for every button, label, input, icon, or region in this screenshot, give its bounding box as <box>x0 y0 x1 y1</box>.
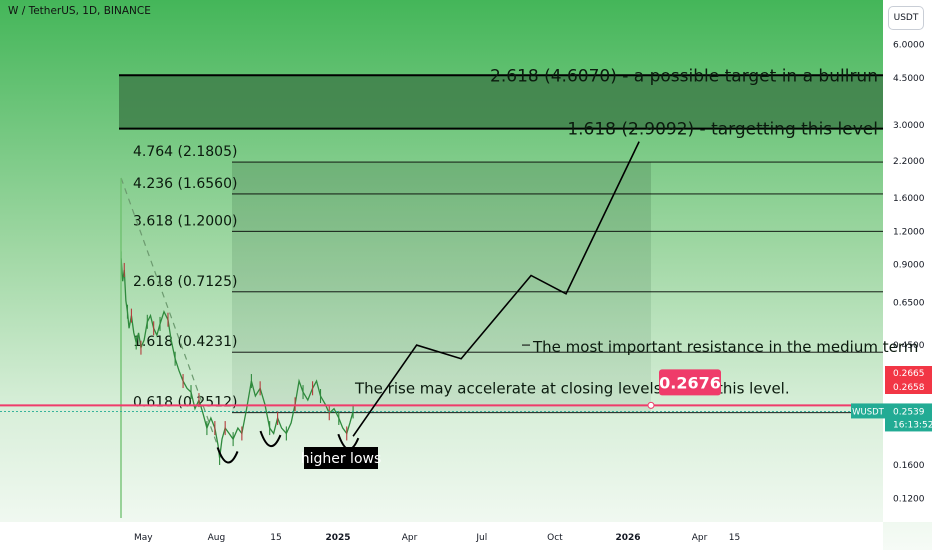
price-axis-tick: 1.2000 <box>893 227 925 237</box>
time-axis: May Aug 15 2025 Apr Jul Oct 2026 Apr 15 <box>134 533 740 543</box>
time-axis-tick: Oct <box>547 533 563 543</box>
fib-zones <box>232 162 651 413</box>
target-label: 2.618 (4.6070) - a possible target in a … <box>490 66 878 86</box>
fib-label: 1.618 (0.4231) <box>133 334 237 350</box>
resistance-value-label: 0.2676 <box>659 373 721 392</box>
target-zone-band <box>119 75 883 129</box>
price-axis-tick: 0.6500 <box>893 298 925 308</box>
higher-lows-label: higher lows <box>301 451 382 467</box>
fib-zone-band <box>232 352 651 413</box>
fib-zone-band <box>232 291 651 353</box>
time-axis-tick: Apr <box>402 533 418 543</box>
price-tags: 0.2665 0.2658 WUSDT 0.2539 16:13:52 <box>851 366 932 432</box>
fib-level-lines <box>119 74 883 414</box>
price-tag <box>885 366 932 380</box>
fib-zone-band <box>232 193 651 232</box>
higher-low-mark <box>216 447 239 464</box>
fib-level-labels: 0.618 (0.2512) 1.618 (0.4231) 2.618 (0.712… <box>133 64 882 411</box>
price-axis-tick: 1.6000 <box>893 194 925 204</box>
price-axis-tick: 3.0000 <box>893 121 925 131</box>
symbol-tag <box>851 403 885 419</box>
time-axis-tick: 2025 <box>325 533 350 543</box>
time-axis-tick: Jul <box>475 533 487 543</box>
time-axis-tick: 2026 <box>615 533 640 543</box>
higher-low-mark <box>259 430 282 448</box>
price-tag <box>885 380 932 394</box>
fib-label: 2.618 (0.7125) <box>133 274 237 290</box>
fib-zone-band <box>232 231 651 292</box>
annotations: The most important resistance in the med… <box>301 338 918 469</box>
target-label-bg <box>524 118 882 138</box>
fib-label: 4.236 (1.6560) <box>133 176 237 192</box>
time-axis-tick: Apr <box>692 533 708 543</box>
fib-label: 0.618 (0.2512) <box>133 395 237 411</box>
price-series <box>0 177 883 518</box>
higher-lows-box <box>304 447 378 469</box>
resistance-note: The most important resistance in the med… <box>532 338 918 356</box>
target-label-bg <box>442 64 882 84</box>
price-axis: 6.0000 4.5000 3.0000 2.2000 1.6000 1.2000 0.90… <box>893 41 925 505</box>
price-axis-tick: 6.0000 <box>893 41 925 51</box>
time-axis-tick: 15 <box>270 533 281 543</box>
fib-zone-band <box>232 162 651 194</box>
time-axis-tick: Aug <box>208 533 226 543</box>
target-zone <box>119 75 883 129</box>
time-axis-background[interactable] <box>0 522 883 550</box>
fib-label: 3.618 (1.2000) <box>133 213 237 229</box>
price-axis-background[interactable] <box>883 0 932 522</box>
currency-button[interactable]: USDT <box>888 6 924 30</box>
current-price-label: 0.2539 <box>893 407 925 417</box>
price-axis-tick: 4.5000 <box>893 74 925 84</box>
target-label: 1.618 (2.9092) - targetting this level <box>567 120 878 140</box>
price-axis-tick: 0.4500 <box>893 341 925 351</box>
resistance-value-tag <box>659 369 721 396</box>
symbol-tag-label: WUSDT <box>852 407 885 417</box>
accelerate-note: The rise may accelerate at closing level… <box>354 379 790 397</box>
current-price-tag <box>885 403 932 432</box>
price-axis-tick: 0.9000 <box>893 261 925 271</box>
price-axis-tick: 0.1600 <box>893 461 925 471</box>
resistance-anchor-dot <box>647 401 655 409</box>
price-tag-label: 0.2658 <box>893 383 925 393</box>
time-axis-tick: May <box>134 533 153 543</box>
time-axis-tick: 15 <box>729 533 740 543</box>
countdown-label: 16:13:52 <box>893 420 932 430</box>
fib-label: 4.764 (2.1805) <box>133 144 237 160</box>
symbol-title: W / TetherUS, 1D, BINANCE <box>8 5 151 17</box>
price-axis-tick: 2.2000 <box>893 157 925 167</box>
price-tag-label: 0.2665 <box>893 369 925 379</box>
price-axis-tick: 0.1200 <box>893 494 925 504</box>
projection-line <box>352 141 640 437</box>
